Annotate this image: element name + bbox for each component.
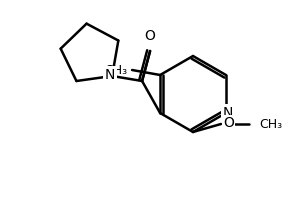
Text: O: O — [145, 29, 155, 43]
Text: N: N — [105, 68, 115, 82]
Text: N: N — [223, 106, 233, 120]
Text: CH₃: CH₃ — [104, 63, 127, 77]
Text: O: O — [223, 116, 234, 130]
Text: CH₃: CH₃ — [259, 118, 282, 130]
